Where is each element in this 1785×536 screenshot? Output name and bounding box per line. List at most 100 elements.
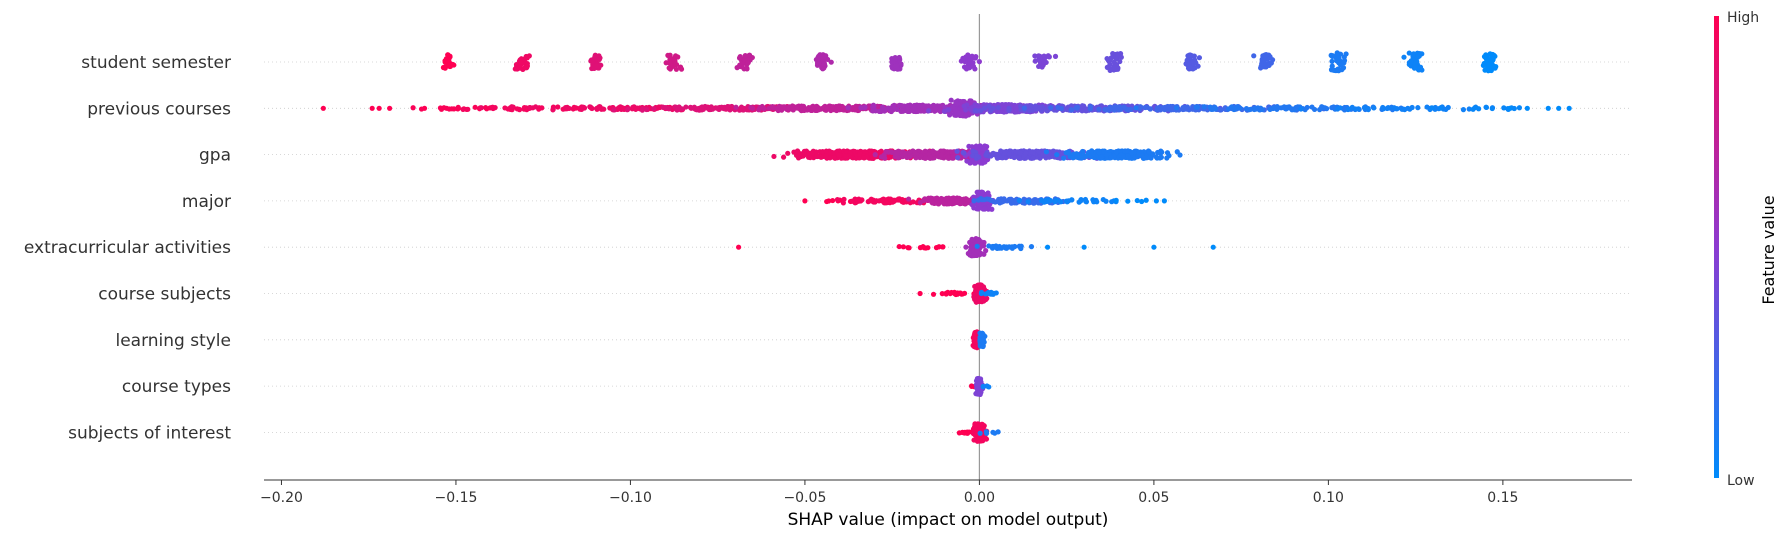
- shap-point: [1524, 105, 1530, 111]
- shap-point: [465, 106, 471, 112]
- x-tick-label: 0.05: [1138, 490, 1169, 506]
- shap-point: [1259, 106, 1265, 113]
- shap-point: [965, 52, 971, 58]
- shap-point: [974, 422, 980, 428]
- shap-point: [1401, 54, 1407, 60]
- shap-point: [1142, 104, 1148, 111]
- shap-point: [1061, 155, 1067, 161]
- shap-point: [665, 52, 671, 59]
- shap-point: [737, 62, 743, 68]
- shap-point: [674, 107, 680, 113]
- shap-point: [896, 243, 902, 250]
- shap-point: [1022, 150, 1029, 156]
- shap-point: [930, 102, 937, 108]
- shap-point: [320, 105, 326, 111]
- shap-point: [1133, 105, 1139, 111]
- shap-point: [1030, 155, 1036, 161]
- shap-point: [974, 248, 980, 254]
- shap-point: [943, 195, 950, 201]
- shap-point: [922, 155, 928, 161]
- shap-point: [900, 244, 907, 250]
- shap-point: [892, 106, 898, 112]
- shap-point: [936, 244, 942, 250]
- shap-point: [1117, 104, 1123, 110]
- shap-point: [1048, 105, 1054, 111]
- shap-point: [596, 105, 602, 111]
- shap-point: [1074, 152, 1080, 158]
- shap-point: [882, 155, 888, 161]
- shap-point: [1317, 107, 1323, 113]
- shap-point: [814, 153, 820, 159]
- shap-point: [410, 105, 416, 111]
- shap-point: [933, 106, 939, 112]
- shap-point: [947, 112, 953, 118]
- shap-point: [977, 430, 983, 436]
- shap-point: [1083, 153, 1089, 160]
- shap-point: [937, 107, 943, 114]
- shap-point: [982, 159, 988, 165]
- shap-point: [883, 200, 890, 206]
- shap-point: [643, 106, 650, 113]
- x-tick-label: −0.20: [260, 490, 303, 506]
- shap-point: [449, 106, 455, 112]
- shap-point: [1143, 197, 1149, 203]
- shap-point: [376, 105, 382, 111]
- shap-point: [1081, 244, 1087, 250]
- shap-point: [1343, 51, 1349, 57]
- shap-point: [1353, 106, 1359, 112]
- shap-point: [1129, 150, 1135, 156]
- shap-point: [1054, 152, 1060, 158]
- shap-point: [984, 430, 990, 436]
- shap-point: [992, 243, 998, 250]
- shap-point: [444, 57, 450, 64]
- shap-point: [1341, 60, 1347, 66]
- shap-point: [1046, 198, 1052, 204]
- shap-point: [976, 390, 982, 397]
- shap-point: [960, 150, 966, 156]
- shap-point: [742, 53, 748, 59]
- shap-point: [926, 108, 932, 114]
- shap-point: [995, 104, 1001, 111]
- shap-point: [1125, 153, 1131, 159]
- shap-point: [810, 106, 816, 112]
- shap-point: [1429, 105, 1435, 111]
- shap-point: [1259, 61, 1265, 67]
- feature-points: [970, 329, 988, 351]
- shap-point: [1334, 52, 1340, 58]
- shap-point: [1190, 59, 1196, 65]
- shap-point: [888, 108, 894, 114]
- shap-point: [912, 150, 918, 156]
- shap-point: [593, 63, 600, 69]
- shap-point: [1006, 151, 1012, 157]
- shap-point: [1196, 55, 1203, 61]
- shap-point: [1335, 59, 1341, 65]
- shap-point: [1278, 105, 1284, 111]
- shap-point: [1151, 244, 1157, 250]
- shap-point: [978, 242, 985, 248]
- shap-point: [1122, 148, 1128, 154]
- feature-label: extracurricular activities: [24, 238, 231, 258]
- shap-point: [516, 107, 523, 113]
- shap-point: [966, 143, 972, 149]
- shap-point: [736, 244, 742, 250]
- shap-point: [998, 148, 1004, 154]
- shap-point: [931, 155, 937, 161]
- shap-point: [785, 150, 791, 156]
- colorbar: [1714, 16, 1719, 478]
- shap-point: [807, 154, 813, 161]
- shap-point: [994, 155, 1000, 161]
- shap-point: [524, 65, 530, 71]
- shap-point: [733, 104, 739, 110]
- feature-points: [802, 189, 1167, 212]
- shap-point: [1044, 244, 1051, 250]
- shap-point: [813, 149, 819, 155]
- shap-point: [1058, 105, 1065, 112]
- shap-point: [1107, 104, 1113, 111]
- shap-point: [524, 55, 530, 61]
- shap-point: [490, 104, 496, 110]
- shap-point: [954, 198, 960, 204]
- shap-point: [447, 63, 453, 70]
- shap-point: [1489, 52, 1495, 59]
- shap-point: [976, 382, 982, 388]
- shap-point: [1251, 53, 1257, 59]
